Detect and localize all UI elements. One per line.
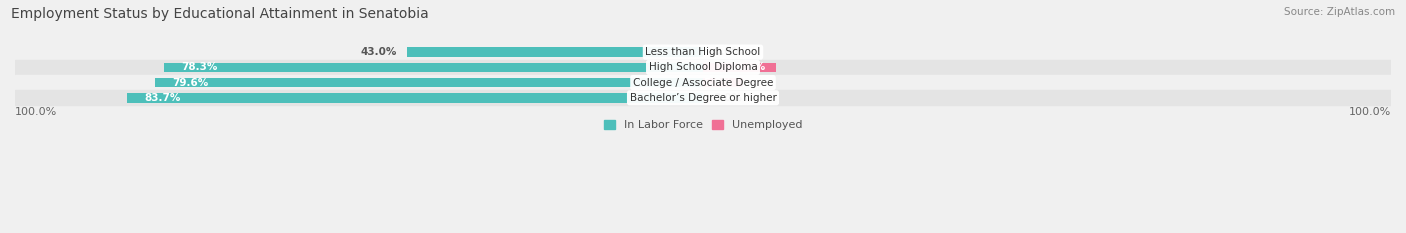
Bar: [703, 78, 742, 87]
Text: 0.0%: 0.0%: [713, 93, 742, 103]
Bar: [15, 90, 1391, 106]
Legend: In Labor Force, Unemployed: In Labor Force, Unemployed: [599, 115, 807, 135]
Bar: [15, 60, 1391, 75]
Text: 43.0%: 43.0%: [360, 47, 396, 57]
Bar: [15, 45, 1391, 60]
Text: 10.6%: 10.6%: [730, 62, 766, 72]
Text: 83.7%: 83.7%: [145, 93, 181, 103]
Text: 0.0%: 0.0%: [713, 47, 742, 57]
Text: Source: ZipAtlas.com: Source: ZipAtlas.com: [1284, 7, 1395, 17]
Text: 78.3%: 78.3%: [181, 62, 218, 72]
Bar: [155, 78, 703, 87]
Bar: [127, 93, 703, 103]
Text: Bachelor’s Degree or higher: Bachelor’s Degree or higher: [630, 93, 776, 103]
Text: Less than High School: Less than High School: [645, 47, 761, 57]
Text: Employment Status by Educational Attainment in Senatobia: Employment Status by Educational Attainm…: [11, 7, 429, 21]
Bar: [408, 47, 703, 57]
Bar: [165, 63, 703, 72]
Bar: [15, 75, 1391, 90]
Text: 5.8%: 5.8%: [703, 78, 733, 88]
Text: College / Associate Degree: College / Associate Degree: [633, 78, 773, 88]
Text: 100.0%: 100.0%: [15, 107, 58, 117]
Text: High School Diploma: High School Diploma: [648, 62, 758, 72]
Text: 100.0%: 100.0%: [1348, 107, 1391, 117]
Text: 79.6%: 79.6%: [173, 78, 209, 88]
Bar: [703, 63, 776, 72]
